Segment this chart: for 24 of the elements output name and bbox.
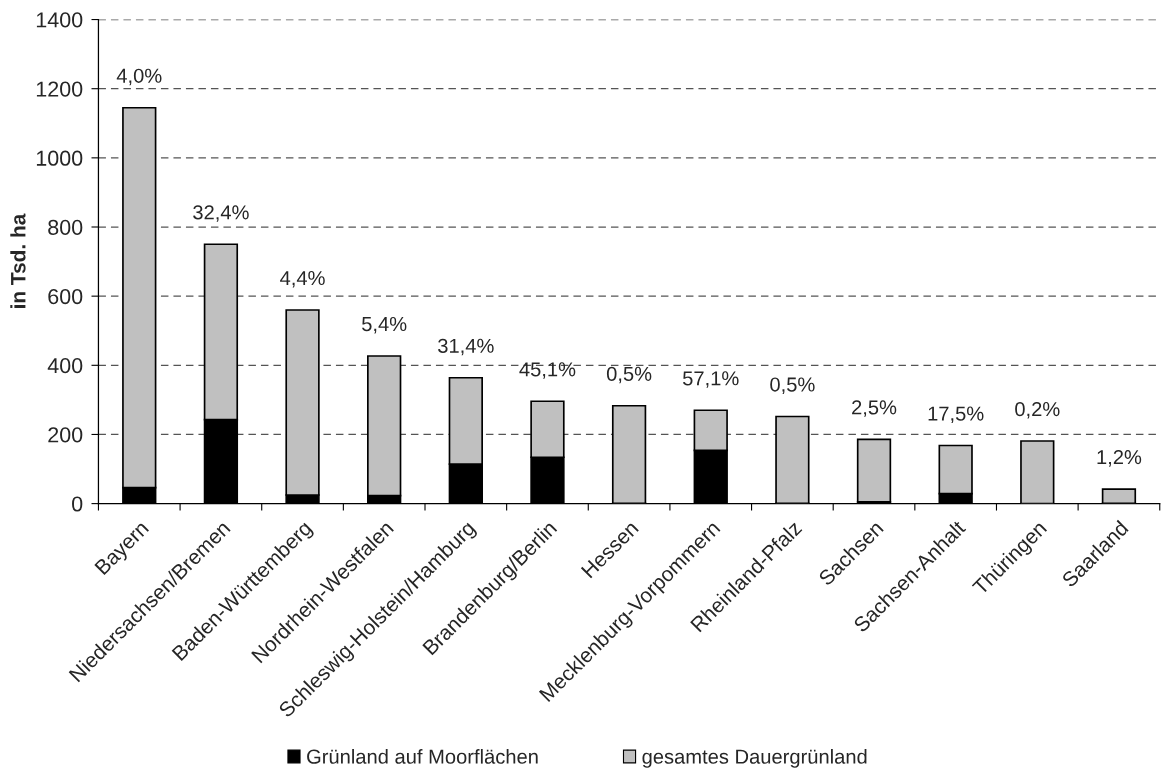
annotation: 1,2%	[1097, 450, 1142, 467]
y-axis-title: in Tsd. ha	[10, 213, 26, 308]
legend-label: gesamtes Dauergrünland	[642, 749, 867, 768]
legend-label: Grünland auf Moorflächen	[307, 749, 538, 764]
y-tick-label: 800	[48, 219, 83, 236]
annotation: 2,5%	[852, 400, 897, 417]
annotation: 0,5%	[606, 366, 652, 384]
y-tick-label: 600	[48, 288, 83, 305]
annotation: 31,4%	[438, 338, 494, 356]
annotation: 0,2%	[1015, 401, 1060, 419]
y-tick-label: 0	[72, 496, 83, 512]
annotation: 57,1%	[683, 371, 739, 388]
y-tick-label: 400	[47, 358, 83, 374]
annotation: 45,1%	[519, 362, 576, 379]
y-tick-label: 1200	[36, 81, 83, 97]
y-tick-label: 1000	[36, 150, 83, 166]
annotation: 4,4%	[280, 271, 325, 288]
annotation: 0,5%	[770, 377, 815, 395]
annotation: 32,4%	[193, 205, 249, 222]
annotation: 17,5%	[928, 406, 984, 424]
annotation: 4,0%	[116, 68, 162, 86]
annotation: 5,4%	[362, 317, 407, 334]
y-tick-label: 1400	[36, 12, 83, 28]
y-tick-label: 200	[48, 427, 83, 443]
